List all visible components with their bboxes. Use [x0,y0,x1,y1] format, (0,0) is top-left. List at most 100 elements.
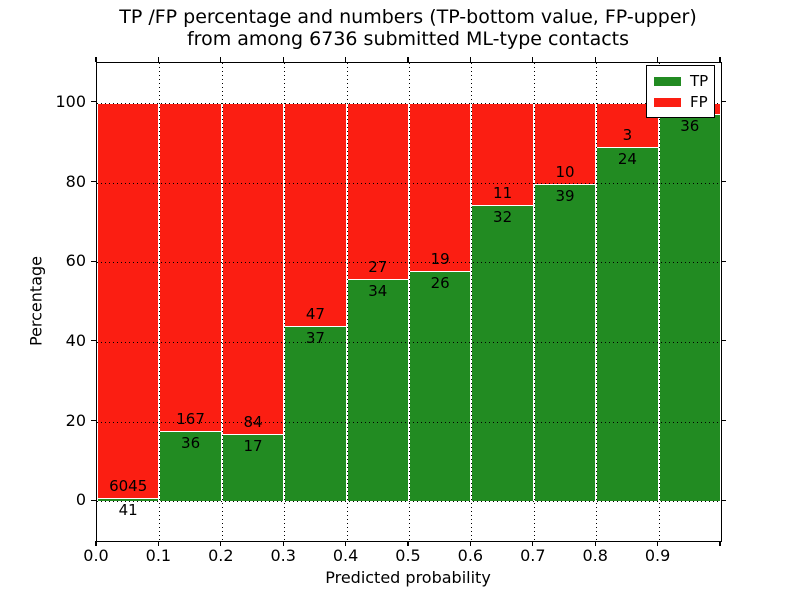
x-tick-top [282,57,284,62]
tp-count-label: 32 [493,207,513,226]
x-tick-label: 0.8 [582,546,608,565]
fp-count-label: 19 [430,250,450,268]
y-tick-label: 0 [75,490,86,510]
vertical-gridline [596,63,598,541]
tp-count-label: 24 [617,150,637,169]
x-tick-top [345,57,347,62]
fp-count-label: 84 [243,413,263,432]
vertical-gridline [221,63,223,541]
x-tick-top [719,57,721,62]
y-tick-label: 40 [65,330,86,350]
y-tick-label: 80 [65,171,86,191]
tp-bar-segment [221,434,285,502]
x-tick-bottom [407,541,409,547]
x-tick-top [95,57,97,62]
fp-color-swatch [654,98,681,107]
tp-bar-segment [596,147,659,502]
y-tick-left [91,180,96,183]
fp-bar-segment [221,102,285,435]
tp-color-swatch [654,77,681,86]
fp-bar-segment [159,102,222,431]
x-tick-label: 0.0 [83,546,109,565]
x-tick-bottom [220,541,222,547]
tp-count-label: 17 [243,437,263,456]
legend-label-tp: TP [690,72,709,90]
chart-title-line1: TP /FP percentage and numbers (TP-bottom… [119,6,697,28]
x-tick-label: 0.9 [644,546,671,565]
tp-bar-segment [658,113,721,502]
x-tick-top [220,57,222,62]
tp-count-label: 37 [305,328,325,347]
y-tick-label: 20 [65,410,86,430]
fp-bar-segment [97,102,160,499]
vertical-gridline [346,63,348,541]
tp-count-label: 34 [368,282,388,301]
fp-count-label: 11 [493,183,513,202]
x-tick-top [594,57,596,62]
x-tick-bottom [157,541,159,547]
y-tick-label: 60 [65,251,86,271]
x-tick-label: 0.3 [270,546,296,565]
x-tick-bottom [594,541,596,547]
y-tick-right [721,260,727,262]
y-tick-label: 100 [55,91,86,111]
legend-item-tp: TP [647,71,714,92]
x-tick-top [407,57,409,62]
tp-bar-segment [284,325,347,502]
x-tick-label: 0.2 [208,546,234,565]
tp-count-label: 39 [555,187,575,206]
fp-bar-segment [346,102,409,280]
x-tick-bottom [469,541,471,547]
legend-label-fp: FP [690,93,708,111]
y-tick-left [91,499,96,501]
tp-bar-segment [409,271,472,502]
x-tick-top [657,57,659,62]
x-tick-label: 0.7 [520,546,546,565]
plot-area: 6045 41 167 36 84 17 47 37 27 34 19 26 11 32 10 39 3 24 36 [96,62,722,542]
tp-bar-segment [97,498,160,502]
x-tick-label: 0.4 [332,546,359,565]
x-tick-bottom [282,541,284,547]
y-tick-left [91,260,96,262]
y-tick-left [91,340,96,342]
y-tick-right [721,499,727,501]
fp-count-label: 3 [622,126,633,145]
tp-count-label: 36 [181,433,201,452]
x-tick-top [157,57,159,62]
y-tick-right [721,180,727,183]
x-tick-bottom [719,541,721,547]
x-tick-top [532,57,534,62]
fp-count-label: 167 [176,409,205,428]
fp-count-label: 47 [305,304,325,323]
x-tick-label: 0.1 [145,546,172,565]
vertical-gridline [658,63,660,541]
vertical-gridline [533,63,535,541]
vertical-gridline [159,63,161,541]
tp-count-label: 41 [118,501,138,520]
tp-bar-segment [471,204,534,502]
x-tick-label: 0.6 [457,546,484,565]
fp-bar-segment [284,102,347,326]
tp-bar-segment [346,279,409,502]
x-tick-bottom [345,541,347,547]
tp-count-label: 36 [680,116,700,135]
x-tick-label: 0.5 [395,546,421,565]
y-tick-left [91,419,96,422]
x-tick-top [469,57,471,62]
x-tick-bottom [95,541,97,547]
y-tick-right [721,340,727,342]
vertical-gridline [471,63,473,541]
fp-bar-segment [409,102,472,271]
x-tick-bottom [532,541,534,547]
fp-count-label: 27 [368,258,388,277]
tp-count-label: 26 [430,274,450,292]
vertical-gridline [409,63,410,541]
y-tick-left [91,101,96,103]
chart-title: TP /FP percentage and numbers (TP-bottom… [96,6,720,50]
y-tick-right [721,101,727,103]
chart-title-line2: from among 6736 submitted ML-type contac… [186,28,630,50]
legend-item-fp: FP [647,92,714,113]
fp-count-label: 6045 [109,477,148,496]
x-tick-bottom [657,541,659,547]
